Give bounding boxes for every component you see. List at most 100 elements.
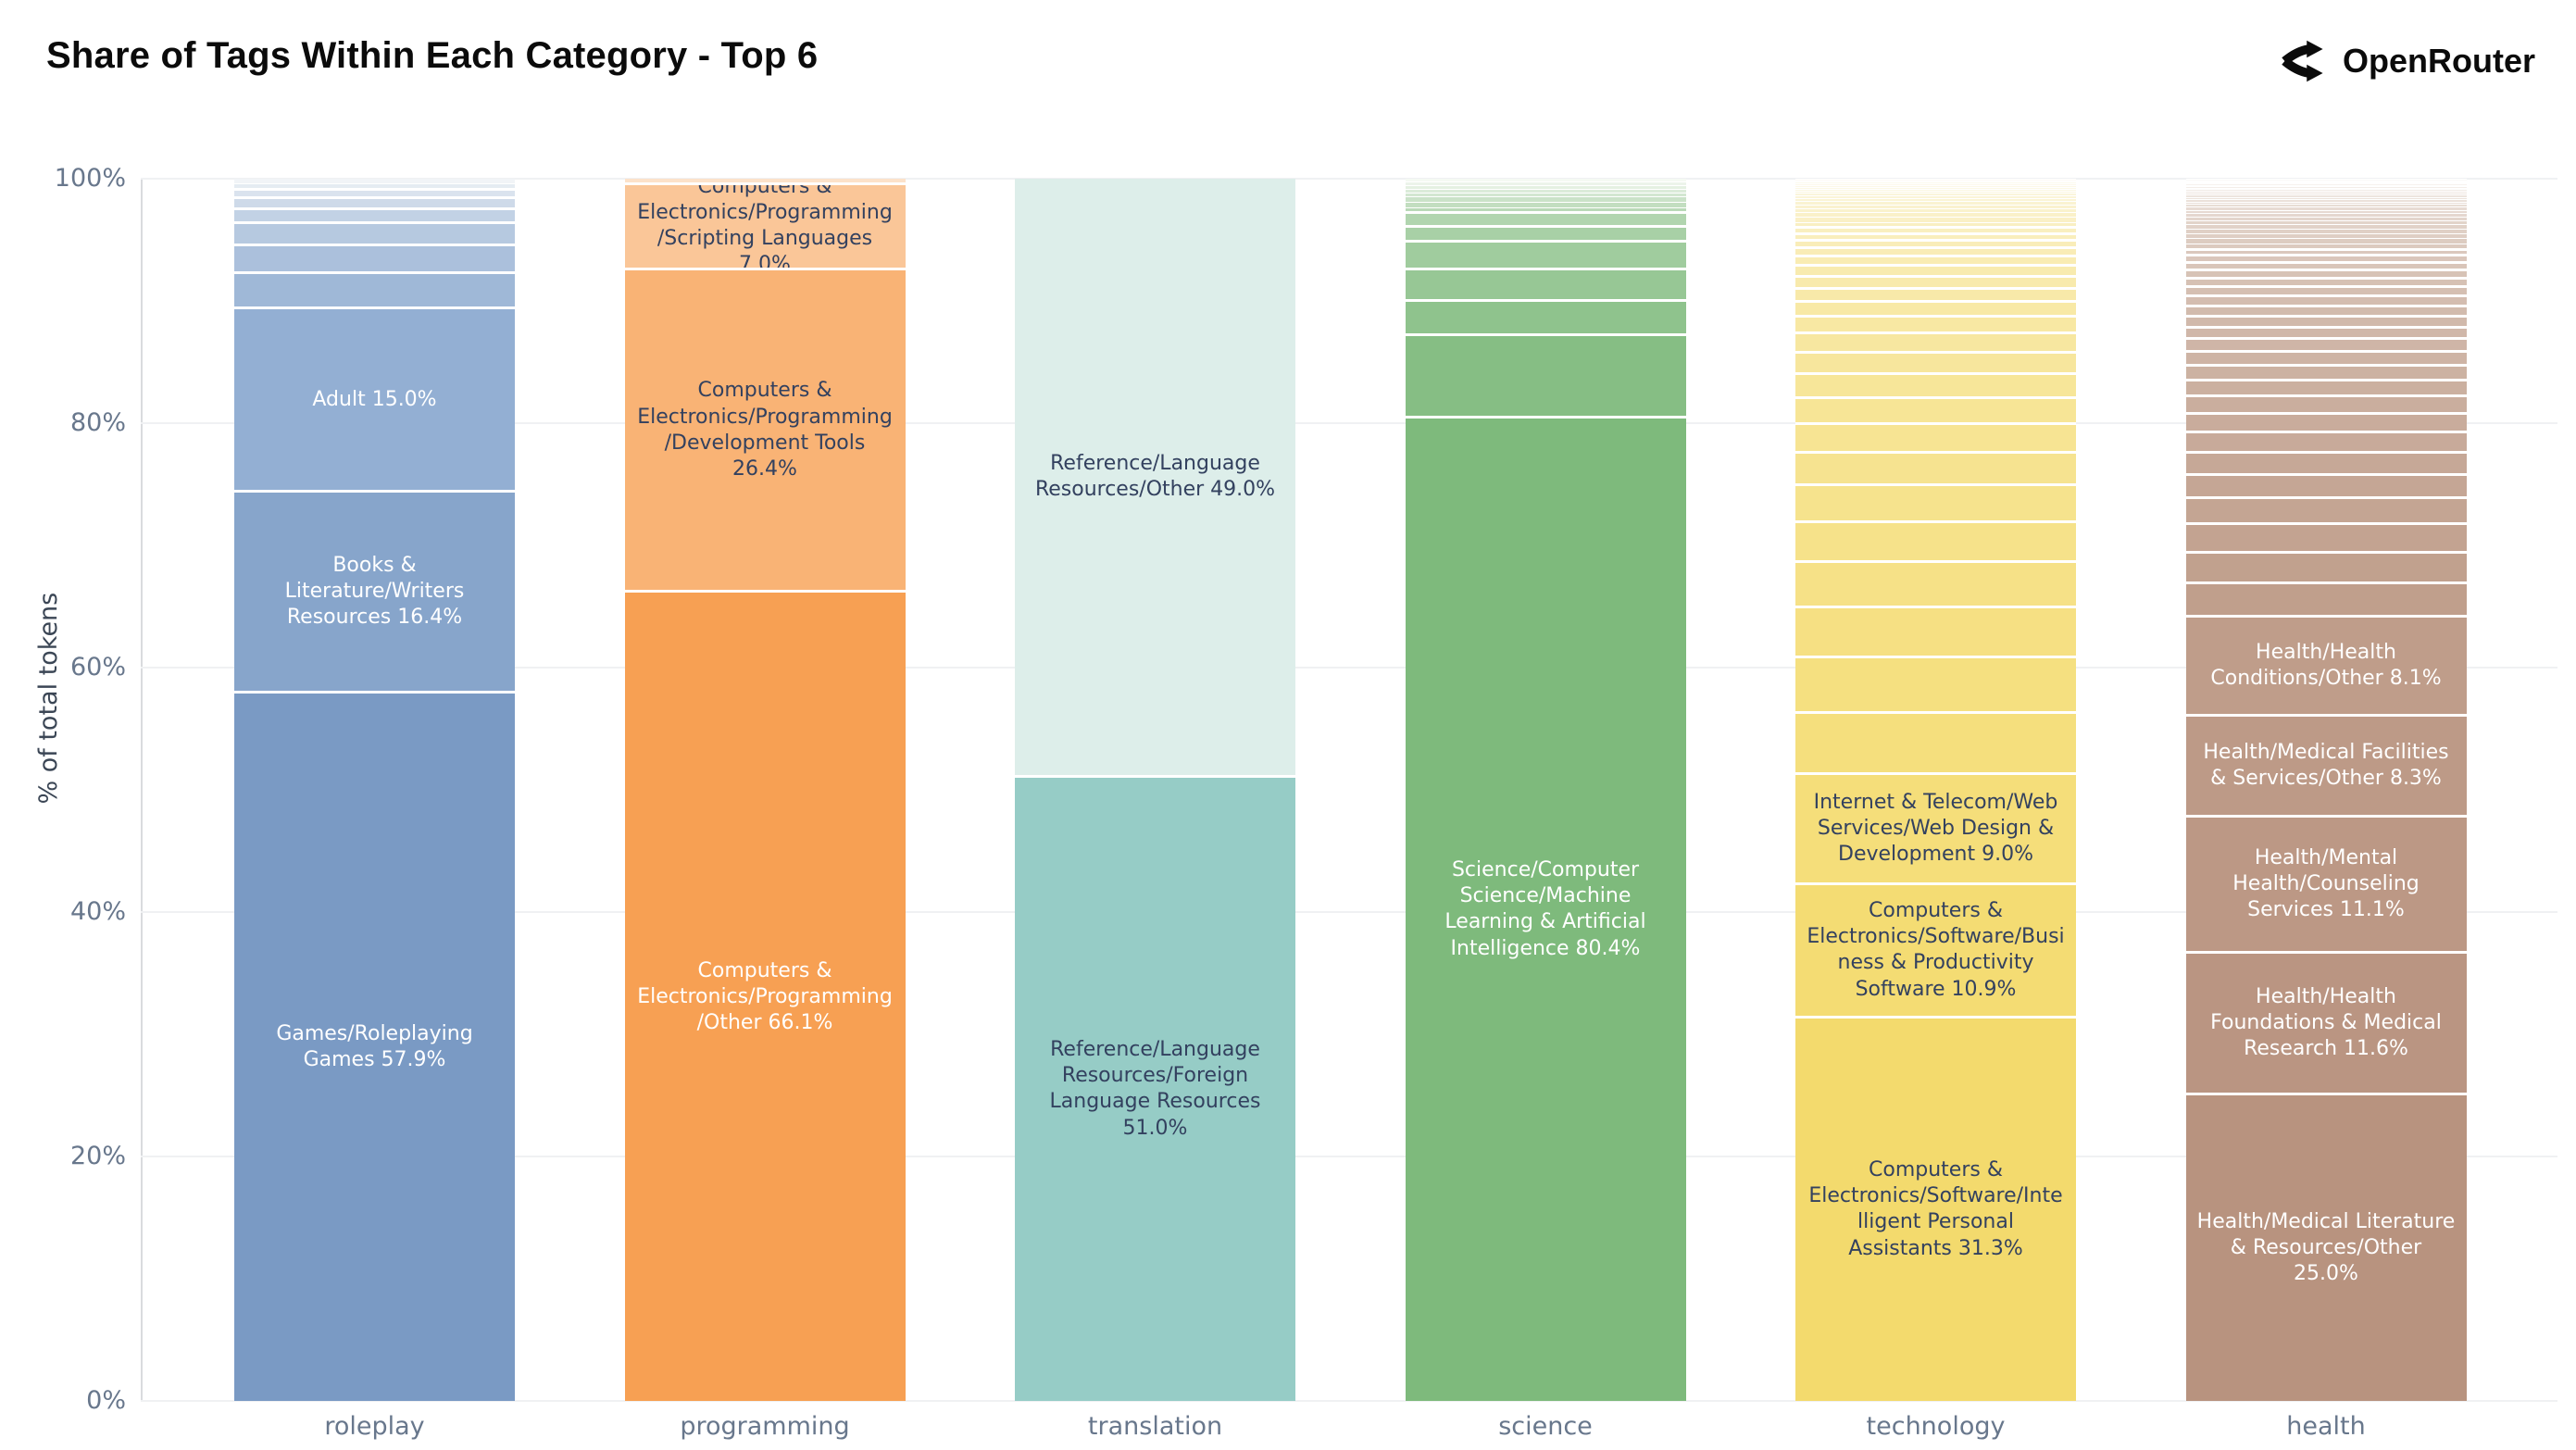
bar-segment-sliver — [1795, 198, 2076, 203]
grid-line — [141, 1400, 2557, 1402]
bar-segment-sliver — [1795, 205, 2076, 209]
bar-segment-sliver — [2185, 190, 2467, 193]
bar-segment: Computers & Electronics/Software/Intelli… — [1795, 1018, 2076, 1401]
x-tick-label: translation — [1087, 1412, 1223, 1441]
bar-segment-sliver — [1795, 318, 2076, 335]
segment-label: Reference/Language Resources/Other 49.0% — [1034, 451, 1276, 501]
plot-area: Games/Roleplaying Games 57.9% Books & Lit… — [141, 178, 2557, 1402]
bar-segment: Computers & Electronics/Programming/Deve… — [624, 270, 906, 594]
bar-segment-sliver — [2185, 250, 2467, 257]
bar-segment-sliver — [1405, 207, 1686, 215]
bar-segment-sliver — [1795, 398, 2076, 425]
bar-segment-sliver — [234, 190, 515, 200]
bar-segment-sliver — [2185, 583, 2467, 618]
bar-segment-sliver — [1795, 454, 2076, 487]
bar-segment-sliver — [234, 210, 515, 224]
bar-science: Science/Computer Science/Machine Learnin… — [1405, 179, 1686, 1401]
bar-segment-sliver — [2185, 195, 2467, 198]
bar-segment: Reference/Language Resources/Other 49.0% — [1015, 179, 1295, 778]
bar-segment-sliver — [1405, 181, 1686, 186]
bar-health: Health/Medical Literature & Resources/Ot… — [2185, 179, 2467, 1401]
bar-segment-sliver — [1405, 197, 1686, 203]
bar-segment-sliver — [1795, 249, 2076, 257]
bar-segment-sliver — [2185, 210, 2467, 215]
bar-segment-sliver — [2185, 233, 2467, 240]
bar-segment-sliver — [1795, 228, 2076, 235]
bar-segment-sliver — [2185, 183, 2467, 185]
x-tick-label: science — [1498, 1412, 1593, 1441]
bar-segment: Computers & Electronics/Programming/Scri… — [624, 184, 906, 270]
bar-segment-sliver — [1795, 486, 2076, 523]
bar-segment-sliver — [2185, 200, 2467, 203]
bar-segment-sliver — [1795, 189, 2076, 192]
bar-segment: Health/Health Conditions/Other 8.1% — [2185, 617, 2467, 717]
bar-segment-sliver — [1795, 242, 2076, 250]
bar-segment-sliver — [1405, 270, 1686, 303]
bar-segment-sliver — [624, 179, 906, 185]
bar-segment-sliver — [1795, 187, 2076, 190]
y-tick-label: 80% — [69, 408, 126, 437]
bar-segment-sliver — [1405, 336, 1686, 419]
grid-line — [141, 178, 2557, 180]
bar-segment: Science/Computer Science/Machine Learnin… — [1405, 418, 1686, 1401]
bar-segment-sliver — [2185, 192, 2467, 194]
bar-segment-sliver — [2185, 194, 2467, 196]
x-tick-label: roleplay — [324, 1412, 425, 1441]
bar-segment-sliver — [2185, 207, 2467, 211]
bar-segment-sliver — [1795, 208, 2076, 214]
bar-segment-sliver — [2185, 453, 2467, 476]
bar-segment: Health/Mental Health/Counseling Services… — [2185, 818, 2467, 954]
bar-segment-sliver — [1795, 353, 2076, 375]
bar-segment-sliver — [2185, 244, 2467, 251]
bar-segment-sliver — [1795, 234, 2076, 243]
bar-segment: Adult 15.0% — [234, 309, 515, 494]
bar-segment-sliver — [2185, 270, 2467, 280]
bar-segment: Books & Literature/Writers Resources 16.… — [234, 493, 515, 694]
bar-segment-sliver — [1795, 424, 2076, 455]
y-axis-title: % of total tokens — [33, 592, 63, 805]
bar-segment-sliver — [1405, 227, 1686, 243]
bar-segment-sliver — [2185, 179, 2467, 181]
bar-segment-sliver — [1795, 302, 2076, 319]
bar-segment-sliver — [2185, 185, 2467, 188]
bar-segment-sliver — [2185, 366, 2467, 381]
bar-segment: Computers & Electronics/Programming/Othe… — [624, 593, 906, 1401]
bar-segment-sliver — [1795, 218, 2076, 223]
bar-segment-sliver — [1795, 179, 2076, 181]
bar-segment-sliver — [1795, 334, 2076, 354]
bar-segment-sliver — [2185, 197, 2467, 201]
bar-segment-sliver — [2185, 306, 2467, 318]
bar-segment-sliver — [2185, 415, 2467, 434]
bar-segment: Health/Health Foundations & Medical Rese… — [2185, 953, 2467, 1095]
openrouter-fork-icon — [2280, 37, 2328, 85]
bar-segment-sliver — [2185, 188, 2467, 191]
y-tick-label: 0% — [86, 1386, 126, 1415]
segment-label: Health/Medical Facilities & Services/Oth… — [2203, 740, 2449, 791]
bar-segment-sliver — [2185, 317, 2467, 329]
bar-segment-sliver — [1795, 195, 2076, 199]
bar-segment-sliver — [2185, 352, 2467, 367]
bar-segment-sliver — [2185, 256, 2467, 264]
bar-segment-sliver — [1405, 202, 1686, 208]
bar-segment-sliver — [1795, 180, 2076, 181]
bar-segment-sliver — [234, 199, 515, 211]
bar-segment-sliver — [2185, 475, 2467, 500]
bar-segment-sliver — [1795, 191, 2076, 194]
bar-segment-sliver — [234, 223, 515, 246]
bar-segment-sliver — [2185, 397, 2467, 416]
bar-segment-sliver — [2185, 202, 2467, 206]
bar-segment-sliver — [2185, 187, 2467, 189]
segment-label: Computers & Electronics/Programming/Deve… — [637, 379, 893, 481]
bar-segment-sliver — [1795, 607, 2076, 659]
bar-segment-sliver — [1795, 713, 2076, 776]
segment-label: Health/Medical Literature & Resources/Ot… — [2196, 1209, 2456, 1286]
bar-segment-sliver — [1405, 302, 1686, 337]
bar-segment-sliver — [2185, 181, 2467, 183]
bar-segment-sliver — [1405, 242, 1686, 270]
segment-label: Computers & Electronics/Programming/Scri… — [637, 184, 893, 270]
grid-line — [141, 1156, 2557, 1157]
bar-segment-sliver — [1795, 213, 2076, 219]
grid-line — [141, 422, 2557, 424]
bar-segment-sliver — [2185, 340, 2467, 353]
